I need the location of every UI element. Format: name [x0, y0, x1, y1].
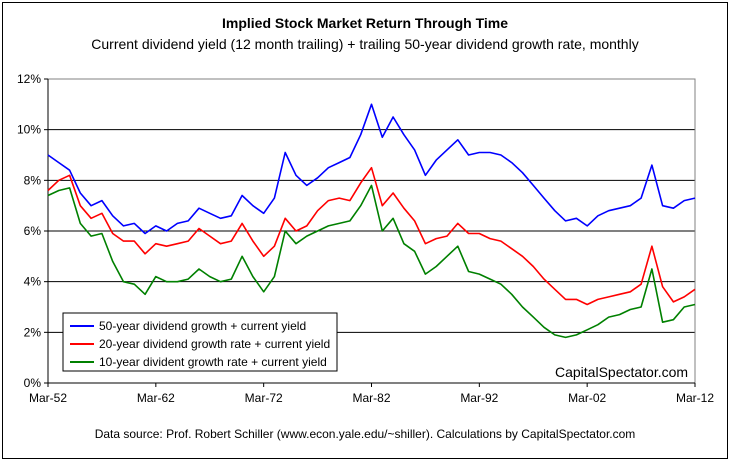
legend: 50-year dividend growth + current yield 2…	[62, 312, 338, 372]
x-tick-label: Mar-52	[29, 391, 67, 405]
x-tick-label: Mar-02	[568, 391, 606, 405]
watermark: CapitalSpectator.com	[555, 364, 688, 380]
y-tick-label: 10%	[17, 123, 41, 137]
x-tick-label: Mar-72	[245, 391, 283, 405]
series-lines	[47, 103, 696, 339]
x-tick-label: Mar-82	[352, 391, 390, 405]
y-tick-label: 0%	[24, 376, 42, 390]
y-tick-label: 2%	[24, 325, 42, 339]
chart-title: Implied Stock Market Return Through Time	[221, 15, 508, 31]
legend-box	[62, 312, 338, 372]
series-line-3	[47, 184, 696, 339]
chart-subtitle: Current dividend yield (12 month trailin…	[91, 36, 639, 52]
series-line-1	[47, 103, 696, 235]
y-tick-label: 8%	[24, 173, 42, 187]
x-axis: Mar-52 Mar-62 Mar-72 Mar-82 Mar-92 Mar-02 Mar-…	[29, 382, 714, 405]
y-tick-label: 4%	[24, 275, 42, 289]
x-tick-label: Mar-92	[460, 391, 498, 405]
x-tick-label: Mar-12	[676, 391, 714, 405]
x-tick-label: Mar-62	[137, 391, 175, 405]
legend-label-3: 10-year divident growth rate + current y…	[99, 355, 327, 369]
legend-label-1: 50-year dividend growth + current yield	[99, 319, 306, 333]
y-tick-label: 6%	[24, 224, 42, 238]
series-line-2	[47, 166, 696, 306]
data-source-note: Data source: Prof. Robert Schiller (www.…	[94, 427, 636, 441]
legend-label-2: 20-year dividend growth rate + current y…	[99, 337, 330, 351]
y-axis: 0% 2% 4% 6% 8% 10% 12%	[17, 72, 49, 390]
grid-lines	[48, 129, 695, 333]
y-tick-label: 12%	[17, 72, 41, 86]
